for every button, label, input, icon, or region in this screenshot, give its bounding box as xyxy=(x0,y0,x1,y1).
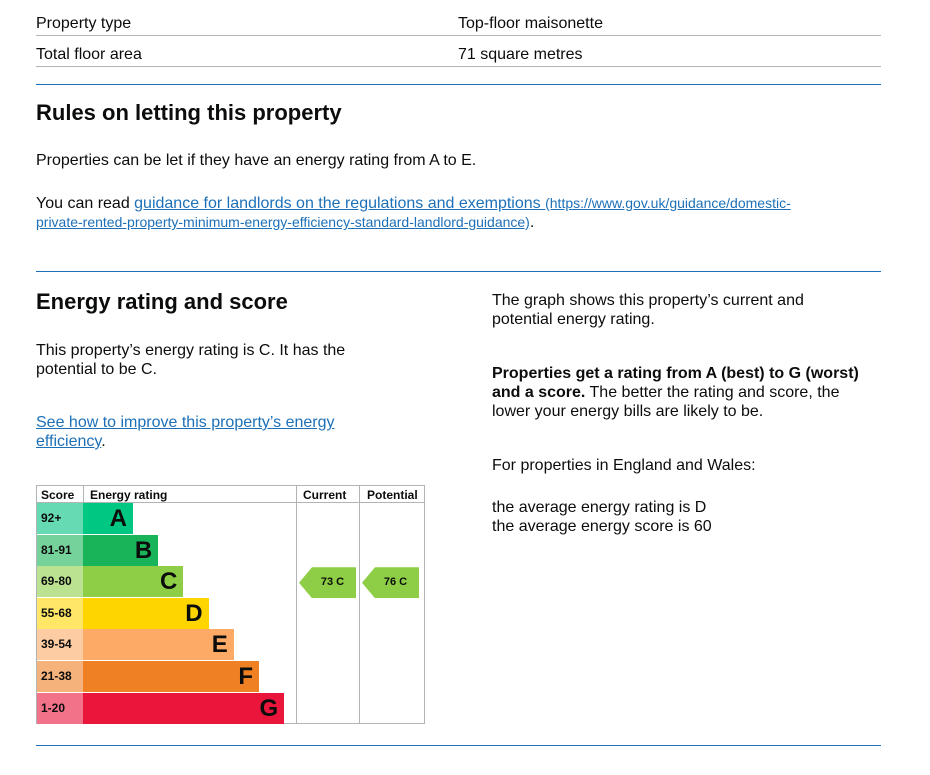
chart-header: Score Energy rating Current Potential xyxy=(37,486,424,503)
guidance-link-url-2: private-rented-property-minimum-energy-e… xyxy=(36,214,530,230)
summary-row: Property type Top-floor maisonette xyxy=(36,5,881,36)
energy-rating-chart: Score Energy rating Current Potential 92… xyxy=(36,485,425,724)
band-bar-g: G xyxy=(83,692,285,724)
average-score: the average energy score is 60 xyxy=(492,518,712,535)
summary-value: 71 square metres xyxy=(458,46,583,63)
letting-guidance-paragraph: You can read guidance for landlords on t… xyxy=(36,194,866,232)
potential-rating-arrow: 76 C xyxy=(362,567,419,599)
energy-heading: Energy rating and score xyxy=(36,289,288,314)
band-score-range: 81-91 xyxy=(37,534,83,566)
rating-scale-explanation: Properties get a rating from A (best) to… xyxy=(492,364,892,421)
band-bar-e: E xyxy=(83,629,234,661)
section-divider xyxy=(36,84,881,85)
band-bar-a: A xyxy=(83,503,133,534)
explanation-text: The better the rating and score, the xyxy=(585,384,840,401)
summary-label: Property type xyxy=(36,15,132,32)
band-score-range: 55-68 xyxy=(37,597,83,629)
graph-line: potential energy rating. xyxy=(492,311,655,328)
letting-heading: Rules on letting this property xyxy=(36,100,342,125)
average-rating: the average energy rating is D xyxy=(492,499,707,516)
score-header: Score xyxy=(41,488,75,502)
current-header: Current xyxy=(303,488,347,502)
bold-line: Properties get a rating from A (best) to… xyxy=(492,365,859,382)
guidance-prefix: You can read xyxy=(36,195,135,212)
band-bar-f: F xyxy=(83,661,259,692)
bold-line: and a score. xyxy=(492,384,586,401)
guidance-link[interactable]: guidance for landlords on the regulation… xyxy=(36,195,791,231)
current-rating-arrow: 73 C xyxy=(299,567,356,599)
improve-efficiency-link[interactable]: See how to improve this property’s energ… xyxy=(36,414,335,450)
potential-header: Potential xyxy=(367,488,418,502)
column-divider xyxy=(296,486,297,723)
column-divider xyxy=(83,486,84,503)
improve-paragraph: See how to improve this property’s energ… xyxy=(36,413,396,451)
band-bar-b: B xyxy=(83,534,159,566)
section-divider xyxy=(36,271,881,272)
summary-label: Total floor area xyxy=(36,46,142,63)
explanation-text: lower your energy bills are likely to be… xyxy=(492,403,764,420)
band-bar-d: D xyxy=(83,597,209,629)
band-score-range: 21-38 xyxy=(37,661,83,692)
guidance-link-url: (https://www.gov.uk/guidance/domestic- xyxy=(545,195,791,211)
improve-link-text: efficiency xyxy=(36,433,102,450)
improve-link-text: See how to improve this property’s energ… xyxy=(36,414,335,431)
graph-explanation: The graph shows this property’s current … xyxy=(492,291,882,329)
band-bar-c: C xyxy=(83,566,184,598)
rating-line: potential to be C. xyxy=(36,361,157,378)
summary-value: Top-floor maisonette xyxy=(458,15,603,32)
section-divider xyxy=(36,745,881,746)
band-score-range: 1-20 xyxy=(37,692,83,724)
band-score-range: 92+ xyxy=(37,503,83,534)
energy-rating-text: This property’s energy rating is C. It h… xyxy=(36,341,396,379)
england-wales-text: For properties in England and Wales: xyxy=(492,457,756,474)
column-divider xyxy=(359,486,360,723)
graph-line: The graph shows this property’s current … xyxy=(492,292,804,309)
band-score-range: 39-54 xyxy=(37,629,83,661)
guidance-suffix: . xyxy=(529,214,535,231)
averages: the average energy rating is D the avera… xyxy=(492,498,712,536)
improve-suffix: . xyxy=(101,433,106,450)
energy-rating-header: Energy rating xyxy=(90,488,168,502)
band-score-range: 69-80 xyxy=(37,566,83,598)
summary-row: Total floor area 71 square metres xyxy=(36,36,881,67)
rating-line: This property’s energy rating is C. It h… xyxy=(36,342,346,359)
guidance-link-text: guidance for landlords on the regulation… xyxy=(134,195,541,212)
letting-intro: Properties can be let if they have an en… xyxy=(36,152,477,169)
